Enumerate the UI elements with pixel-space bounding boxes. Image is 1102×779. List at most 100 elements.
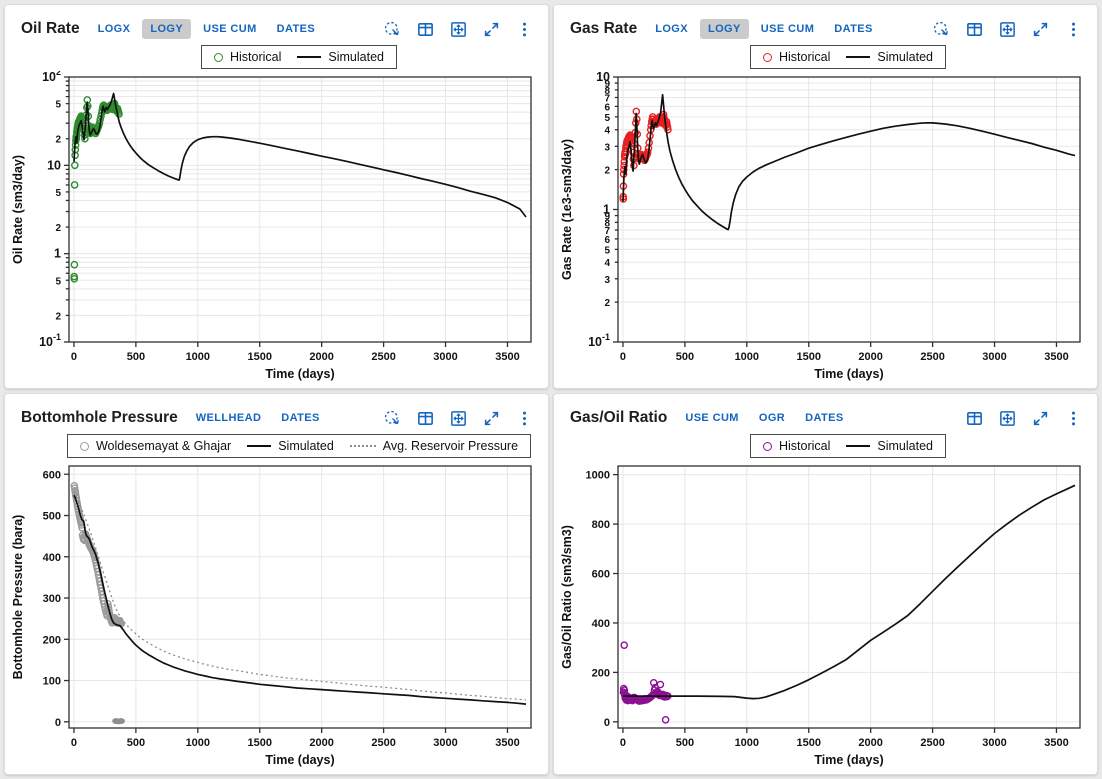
table-icon[interactable] (415, 19, 435, 39)
pan-icon[interactable] (448, 408, 468, 428)
toggle-dates[interactable]: DATES (826, 19, 880, 39)
more-vert-icon[interactable] (1063, 408, 1083, 428)
lasso-select-icon[interactable] (931, 19, 951, 39)
legend-row: Historical Simulated (558, 43, 1093, 71)
svg-text:3: 3 (604, 142, 610, 153)
svg-text:5: 5 (55, 100, 61, 111)
legend-row: Woldesemayat & Ghajar Simulated Avg. Reser… (9, 432, 544, 460)
svg-text:500: 500 (127, 351, 145, 363)
legend-dashed-line-marker (349, 445, 376, 447)
fullscreen-icon[interactable] (1030, 19, 1050, 39)
panel-header: Oil Rate LOGX LOGY USE CUM DATES (9, 11, 544, 43)
toggle-use-cum[interactable]: USE CUM (677, 408, 747, 428)
table-icon[interactable] (415, 408, 435, 428)
toggle-logy[interactable]: LOGY (142, 19, 192, 39)
svg-text:8: 8 (604, 86, 610, 97)
toggle-dates[interactable]: DATES (269, 19, 323, 39)
panel-title: Gas/Oil Ratio (570, 409, 668, 426)
svg-text:2500: 2500 (920, 737, 944, 749)
fullscreen-icon[interactable] (1030, 408, 1050, 428)
svg-text:8: 8 (604, 218, 610, 229)
toggle-logx[interactable]: LOGX (647, 19, 696, 39)
pan-icon[interactable] (997, 408, 1017, 428)
svg-text:10: 10 (596, 71, 610, 84)
panel-toggle-group: LOGX LOGY USE CUM DATES (90, 19, 324, 39)
toggle-use-cum[interactable]: USE CUM (753, 19, 823, 39)
table-icon[interactable] (964, 19, 984, 39)
legend-item: Simulated (297, 50, 384, 64)
svg-text:3500: 3500 (1044, 351, 1068, 363)
gas-oil-ratio-chart[interactable]: 0 500 1000 1500 2000 2500 3000 3500 0 200 400 600 80… (558, 460, 1095, 774)
svg-text:200: 200 (592, 667, 610, 679)
panel-gas-rate: Gas Rate LOGX LOGY USE CUM DATES Historical… (553, 4, 1098, 389)
svg-text:100: 100 (43, 676, 61, 688)
toggle-use-cum[interactable]: USE CUM (195, 19, 265, 39)
svg-text:6: 6 (604, 235, 610, 246)
gas-rate-chart[interactable]: 0 500 1000 1500 2000 2500 3000 350010-123456789… (558, 71, 1095, 388)
toggle-dates[interactable]: DATES (797, 408, 851, 428)
legend-item: Simulated (846, 50, 933, 64)
svg-text:10-1: 10-1 (588, 332, 610, 349)
toggle-wellhead[interactable]: WELLHEAD (188, 408, 270, 428)
panel-toolbar (964, 408, 1083, 428)
svg-text:2000: 2000 (309, 351, 333, 363)
svg-text:2500: 2500 (371, 737, 395, 749)
panel-toolbar (931, 19, 1083, 39)
legend-item: Historical (763, 50, 830, 64)
svg-text:7: 7 (604, 226, 610, 237)
chart-legend: Historical Simulated (201, 45, 397, 69)
toggle-logx[interactable]: LOGX (90, 19, 139, 39)
toggle-logy[interactable]: LOGY (699, 19, 749, 39)
svg-text:2000: 2000 (309, 737, 333, 749)
svg-text:7: 7 (604, 94, 610, 105)
toggle-dates[interactable]: DATES (273, 408, 327, 428)
pan-icon[interactable] (997, 19, 1017, 39)
panel-title: Bottomhole Pressure (21, 409, 178, 426)
panel-toggle-group: WELLHEAD DATES (188, 408, 328, 428)
svg-text:1500: 1500 (797, 351, 821, 363)
svg-text:1000: 1000 (735, 351, 759, 363)
svg-text:Time (days): Time (days) (265, 367, 334, 381)
svg-text:9: 9 (604, 79, 610, 90)
panel-toolbar (382, 408, 534, 428)
more-vert-icon[interactable] (514, 408, 534, 428)
svg-text:9: 9 (604, 212, 610, 223)
panel-oil-rate: Oil Rate LOGX LOGY USE CUM DATES Historical… (4, 4, 549, 389)
svg-text:3500: 3500 (1044, 737, 1068, 749)
svg-text:2000: 2000 (858, 737, 882, 749)
oil-rate-chart[interactable]: 0 500 1000 1500 2000 2500 3000 350010-125125102… (9, 71, 546, 388)
svg-text:10: 10 (47, 158, 61, 172)
panel-header: Bottomhole Pressure WELLHEAD DATES (9, 400, 544, 432)
svg-text:800: 800 (592, 519, 610, 531)
svg-text:3500: 3500 (495, 737, 519, 749)
lasso-select-icon[interactable] (382, 19, 402, 39)
svg-text:2: 2 (55, 135, 61, 146)
legend-line-marker (247, 445, 272, 447)
legend-label: Simulated (877, 439, 933, 453)
svg-text:500: 500 (676, 351, 694, 363)
svg-text:Bottomhole Pressure (bara): Bottomhole Pressure (bara) (11, 515, 25, 680)
svg-text:0: 0 (620, 351, 626, 363)
svg-text:0: 0 (71, 737, 77, 749)
more-vert-icon[interactable] (1063, 19, 1083, 39)
legend-circle-marker (214, 52, 223, 62)
svg-text:Time (days): Time (days) (814, 367, 883, 381)
svg-text:400: 400 (592, 618, 610, 630)
more-vert-icon[interactable] (514, 19, 534, 39)
svg-text:0: 0 (55, 717, 61, 729)
fullscreen-icon[interactable] (481, 19, 501, 39)
svg-text:Time (days): Time (days) (265, 753, 334, 767)
svg-text:2: 2 (604, 166, 610, 177)
table-icon[interactable] (964, 408, 984, 428)
svg-text:3000: 3000 (433, 737, 457, 749)
pan-icon[interactable] (448, 19, 468, 39)
fullscreen-icon[interactable] (481, 408, 501, 428)
toggle-ogr[interactable]: OGR (751, 408, 793, 428)
svg-text:0: 0 (71, 351, 77, 363)
svg-text:2500: 2500 (371, 351, 395, 363)
bottomhole-pressure-chart[interactable]: 0 500 1000 1500 2000 2500 3000 3500 0 100 200 300 40… (9, 460, 546, 774)
lasso-select-icon[interactable] (382, 408, 402, 428)
legend-row: Historical Simulated (558, 432, 1093, 460)
panel-title: Gas Rate (570, 20, 638, 37)
svg-text:2500: 2500 (920, 351, 944, 363)
